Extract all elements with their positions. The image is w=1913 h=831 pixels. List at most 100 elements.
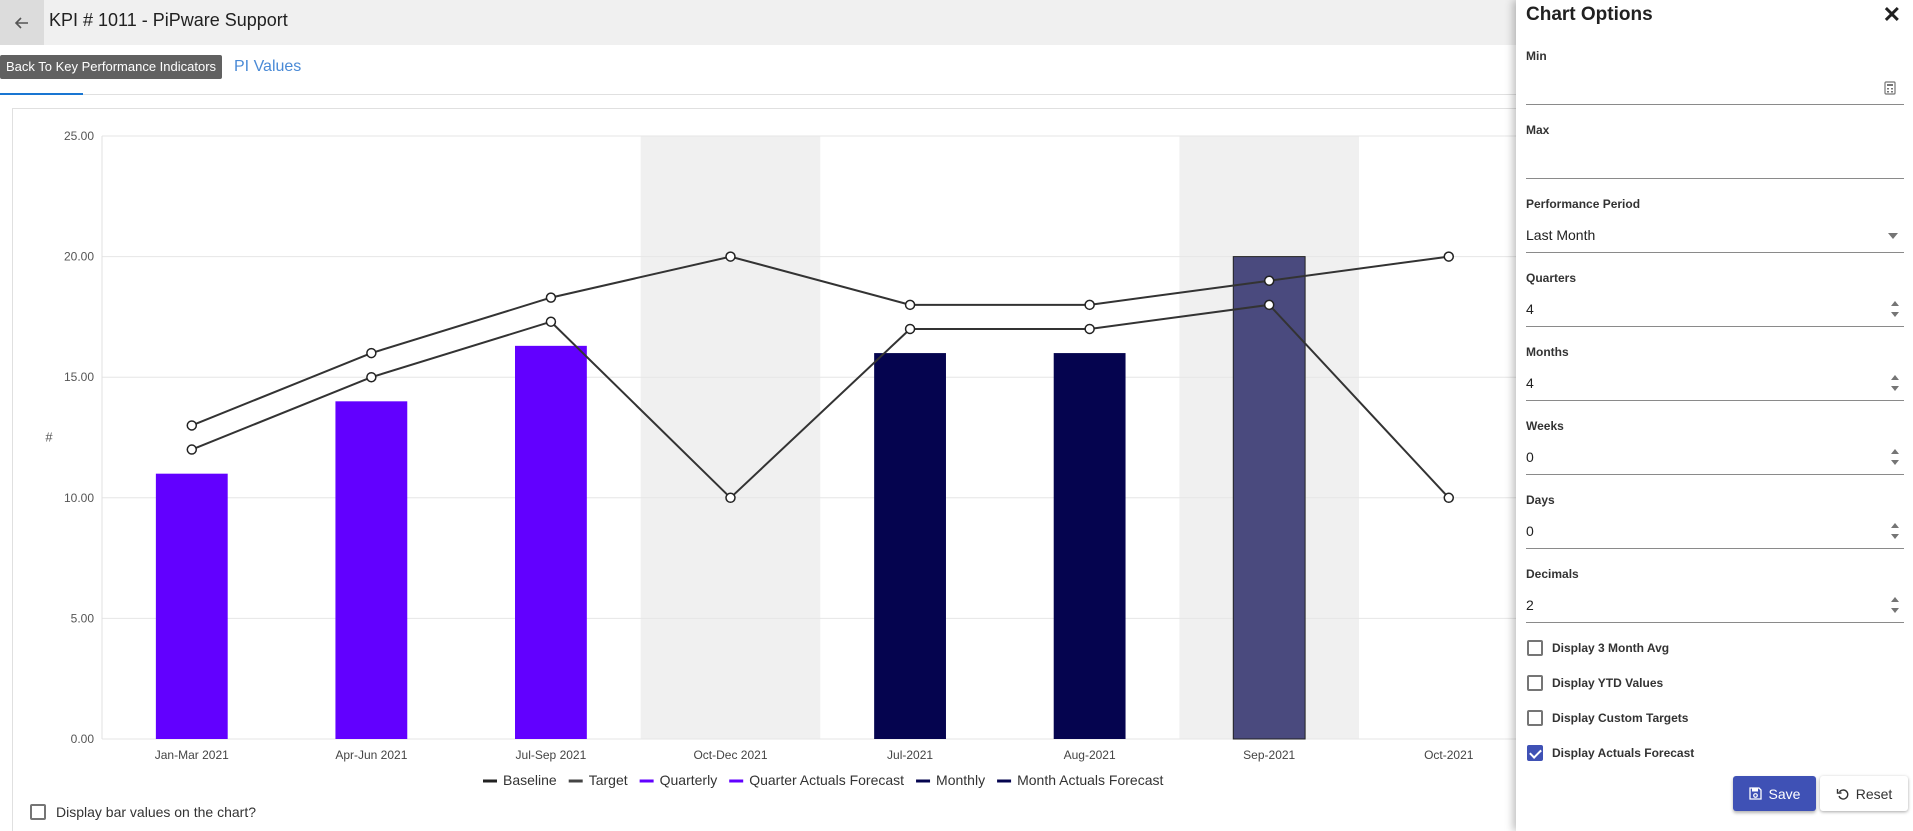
weeks-label: Weeks [1526, 419, 1564, 433]
option-actuals-forecast[interactable]: Display Actuals Forecast [1527, 745, 1694, 761]
page-title: KPI # 1011 - PiPware Support [49, 10, 288, 30]
back-button[interactable] [0, 0, 44, 45]
option-3-month-avg[interactable]: Display 3 Month Avg [1527, 640, 1669, 656]
y-tick-label: 15.00 [64, 370, 94, 384]
line-point [366, 347, 377, 359]
bar-values-label: Display bar values on the chart? [56, 804, 256, 820]
checkbox-custom-targets[interactable] [1527, 710, 1543, 726]
option-ytd-values[interactable]: Display YTD Values [1527, 675, 1663, 691]
months-label: Months [1526, 345, 1569, 359]
legend-label: Monthly [936, 772, 985, 788]
line-point [545, 292, 557, 303]
panel-title: Chart Options [1526, 4, 1653, 25]
max-label: Max [1526, 123, 1550, 137]
days-value: 0 [1526, 523, 1534, 539]
x-tick-label: Apr-Jun 2021 [335, 748, 407, 762]
days-underline [1526, 548, 1904, 549]
bar [1232, 256, 1306, 740]
y-tick-label: 0.00 [71, 732, 95, 746]
x-tick-label: Oct-Dec 2021 [693, 748, 767, 762]
legend-label: Baseline [503, 772, 557, 788]
decimals-underline [1526, 622, 1904, 623]
calculator-icon[interactable] [1884, 81, 1896, 95]
months-field[interactable]: Months 4 [1526, 345, 1904, 401]
series-line [191, 303, 1450, 500]
save-icon [1748, 787, 1762, 800]
line-point [186, 444, 198, 455]
label-actuals-forecast: Display Actuals Forecast [1552, 746, 1695, 760]
performance-period-select[interactable]: Performance Period Last Month [1526, 197, 1904, 253]
months-underline [1526, 400, 1904, 401]
weeks-field[interactable]: Weeks 0 [1526, 419, 1904, 475]
performance-period-value: Last Month [1526, 227, 1596, 243]
line-point [725, 251, 736, 262]
decimals-field[interactable]: Decimals 2 [1526, 567, 1904, 623]
line-point [1263, 275, 1275, 286]
quarters-stepper-icon[interactable] [1890, 301, 1900, 317]
quarters-label: Quarters [1526, 271, 1577, 285]
line-point [366, 371, 377, 383]
days-label: Days [1526, 493, 1555, 507]
line-point [186, 420, 198, 431]
weeks-stepper-icon[interactable] [1890, 449, 1900, 465]
decimals-value: 2 [1526, 597, 1534, 613]
chart-options-panel: Chart Options ✕ Min Max Performance Peri… [1516, 0, 1913, 831]
undo-icon [1836, 788, 1849, 800]
bar [874, 353, 946, 739]
kpi-chart: 0.00 5.00 10.00 15.00 20.00 25.00 # Jan-Mar 202… [45, 129, 1517, 788]
weeks-value: 0 [1526, 449, 1534, 465]
y-tick-label: 10.00 [64, 491, 94, 505]
legend-label: Target [589, 772, 628, 788]
line-point [545, 316, 557, 327]
quarters-underline [1526, 326, 1904, 327]
quarters-field[interactable]: Quarters 4 [1526, 271, 1904, 327]
decimals-stepper-icon[interactable] [1890, 597, 1900, 613]
save-label: Save [1768, 785, 1801, 802]
line-point [1443, 492, 1455, 504]
chart-card: 0.00 5.00 10.00 15.00 20.00 25.00 # Jan-Mar 202… [12, 108, 1517, 831]
months-value: 4 [1526, 375, 1534, 391]
legend-label: Month Actuals Forecast [1017, 772, 1163, 788]
bar [515, 345, 587, 739]
y-tick-label: 25.00 [64, 129, 94, 143]
save-button[interactable]: Save [1733, 776, 1816, 811]
months-stepper-icon[interactable] [1890, 375, 1900, 391]
bar-values-toggle[interactable]: Display bar values on the chart? [30, 804, 256, 820]
decimals-label: Decimals [1526, 567, 1579, 581]
label-3-month-avg: Display 3 Month Avg [1552, 641, 1670, 655]
days-stepper-icon[interactable] [1890, 523, 1900, 539]
checkbox-actuals-forecast[interactable] [1527, 745, 1543, 761]
y-tick-label: 5.00 [71, 611, 95, 625]
close-icon[interactable]: ✕ [1882, 2, 1901, 27]
reset-button[interactable]: Reset [1820, 776, 1908, 811]
max-field[interactable]: Max [1526, 123, 1904, 179]
tab-bar: PI Values [0, 45, 1516, 95]
weeks-underline [1526, 474, 1904, 475]
line-point [1084, 299, 1095, 311]
x-tick-label: Jul-2021 [887, 748, 933, 762]
bar-values-checkbox[interactable] [30, 804, 46, 820]
label-custom-targets: Display Custom Targets [1552, 711, 1689, 725]
min-underline [1526, 104, 1904, 105]
performance-period-label: Performance Period [1526, 197, 1641, 211]
min-field[interactable]: Min [1526, 49, 1904, 105]
quarters-value: 4 [1526, 301, 1534, 317]
legend-label: Quarterly [660, 772, 718, 788]
x-tick-label: Oct-2021 [1424, 748, 1474, 762]
x-tick-label: Jul-Sep 2021 [516, 748, 587, 762]
checkbox-ytd-values[interactable] [1527, 675, 1543, 691]
dropdown-arrow-icon[interactable] [1888, 233, 1898, 239]
option-custom-targets[interactable]: Display Custom Targets [1527, 710, 1688, 726]
x-tick-label: Jan-Mar 2021 [155, 748, 229, 762]
line-point [1263, 299, 1275, 311]
tab-kpi-values[interactable]: PI Values [0, 58, 302, 82]
x-tick-label: Aug-2021 [1064, 748, 1116, 762]
tab-kpi-values-label: PI Values [234, 58, 302, 75]
bar [1053, 353, 1126, 739]
reset-label: Reset [1855, 785, 1893, 802]
performance-period-underline [1526, 252, 1904, 253]
checkbox-3-month-avg[interactable] [1527, 640, 1543, 656]
x-tick-label: Sep-2021 [1243, 748, 1295, 762]
days-field[interactable]: Days 0 [1526, 493, 1904, 549]
line-point [904, 299, 916, 311]
